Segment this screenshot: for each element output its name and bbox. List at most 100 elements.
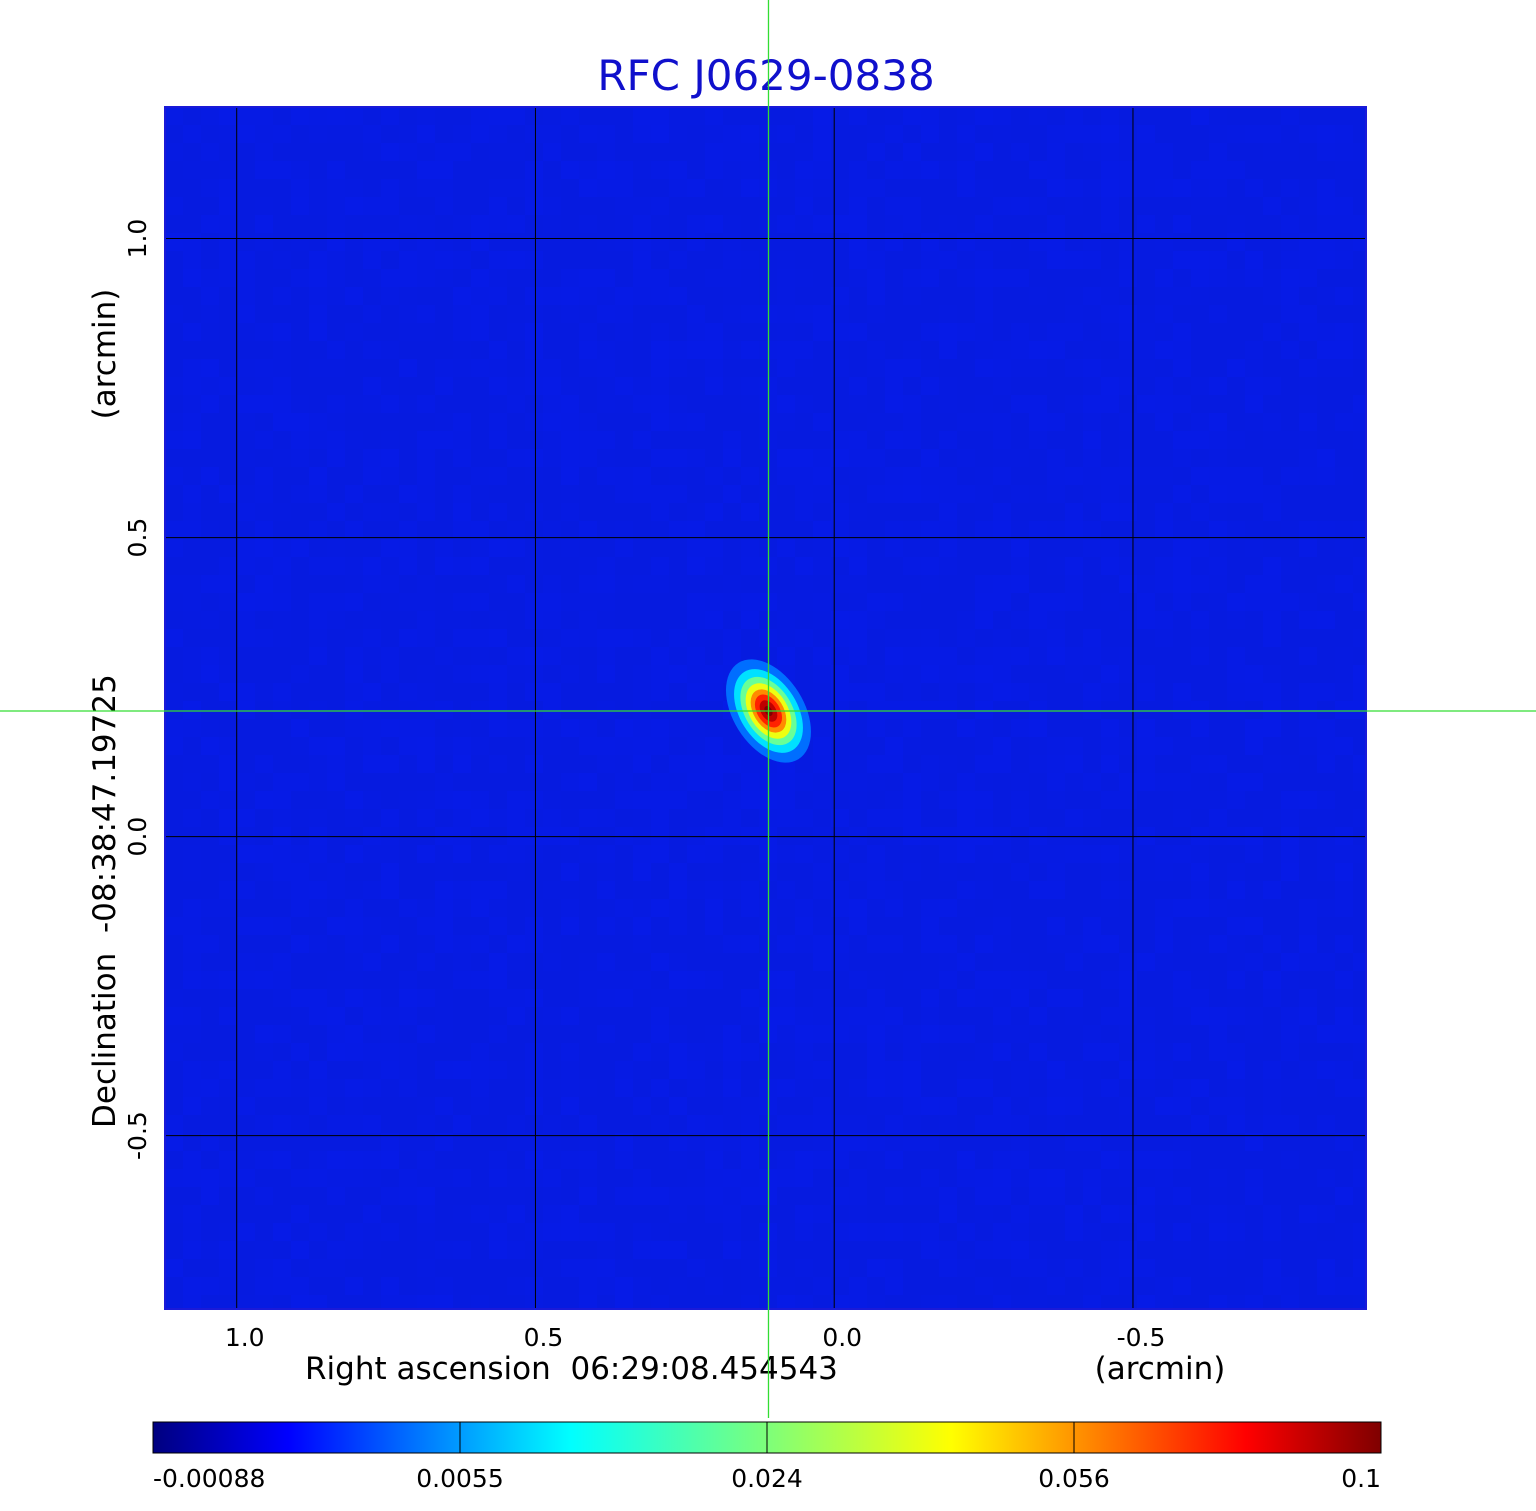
noise-pixel [1209, 1061, 1227, 1079]
noise-pixel [633, 611, 651, 629]
noise-pixel [237, 521, 255, 539]
noise-pixel [597, 1043, 615, 1061]
noise-pixel [867, 935, 885, 953]
noise-pixel [1011, 791, 1029, 809]
noise-pixel [165, 593, 183, 611]
noise-pixel [327, 161, 345, 179]
noise-pixel [1083, 737, 1101, 755]
noise-pixel [687, 305, 705, 323]
noise-pixel [1281, 899, 1299, 917]
noise-pixel [1245, 1097, 1263, 1115]
noise-pixel [1317, 881, 1335, 899]
noise-pixel [237, 305, 255, 323]
noise-pixel [345, 1043, 363, 1061]
noise-pixel [1281, 575, 1299, 593]
noise-pixel [1353, 1025, 1366, 1043]
noise-pixel [705, 953, 723, 971]
noise-pixel [1029, 611, 1047, 629]
noise-pixel [813, 953, 831, 971]
noise-pixel [831, 215, 849, 233]
noise-pixel [723, 845, 741, 863]
noise-pixel [741, 305, 759, 323]
noise-pixel [813, 1133, 831, 1151]
noise-pixel [975, 341, 993, 359]
noise-pixel [1263, 1061, 1281, 1079]
noise-pixel [1299, 1115, 1317, 1133]
noise-pixel [543, 1043, 561, 1061]
noise-pixel [561, 1151, 579, 1169]
noise-pixel [579, 125, 597, 143]
noise-pixel [1155, 683, 1173, 701]
noise-pixel [273, 521, 291, 539]
noise-pixel [1227, 161, 1245, 179]
noise-pixel [291, 287, 309, 305]
noise-pixel [615, 449, 633, 467]
noise-pixel [255, 989, 273, 1007]
noise-pixel [723, 323, 741, 341]
noise-pixel [1353, 935, 1366, 953]
noise-pixel [777, 539, 795, 557]
noise-pixel [669, 1259, 687, 1277]
noise-pixel [921, 971, 939, 989]
noise-pixel [1029, 593, 1047, 611]
noise-pixel [687, 485, 705, 503]
noise-pixel [975, 971, 993, 989]
noise-pixel [345, 1241, 363, 1259]
noise-pixel [1227, 287, 1245, 305]
noise-pixel [1281, 647, 1299, 665]
noise-pixel [489, 881, 507, 899]
noise-pixel [597, 827, 615, 845]
noise-pixel [813, 971, 831, 989]
noise-pixel [435, 467, 453, 485]
noise-pixel [1137, 1097, 1155, 1115]
noise-pixel [813, 665, 831, 683]
noise-pixel [1263, 881, 1281, 899]
noise-pixel [957, 233, 975, 251]
noise-pixel [1209, 863, 1227, 881]
noise-pixel [885, 719, 903, 737]
noise-pixel [327, 1079, 345, 1097]
noise-pixel [489, 1115, 507, 1133]
noise-pixel [381, 971, 399, 989]
noise-pixel [993, 485, 1011, 503]
noise-pixel [561, 899, 579, 917]
noise-pixel [795, 539, 813, 557]
noise-pixel [399, 539, 417, 557]
noise-pixel [597, 1187, 615, 1205]
noise-pixel [291, 233, 309, 251]
noise-pixel [237, 251, 255, 269]
noise-pixel [579, 683, 597, 701]
noise-pixel [561, 215, 579, 233]
noise-pixel [939, 179, 957, 197]
noise-pixel [201, 449, 219, 467]
noise-pixel [1119, 701, 1137, 719]
noise-pixel [219, 215, 237, 233]
noise-pixel [381, 1205, 399, 1223]
noise-pixel [849, 449, 867, 467]
noise-pixel [453, 197, 471, 215]
noise-pixel [903, 611, 921, 629]
noise-pixel [669, 881, 687, 899]
noise-pixel [777, 485, 795, 503]
noise-pixel [723, 557, 741, 575]
noise-pixel [561, 1025, 579, 1043]
noise-pixel [1353, 431, 1366, 449]
noise-pixel [939, 485, 957, 503]
noise-pixel [903, 1259, 921, 1277]
noise-pixel [1011, 881, 1029, 899]
noise-pixel [327, 863, 345, 881]
noise-pixel [1137, 107, 1155, 125]
noise-pixel [1335, 899, 1353, 917]
noise-pixel [615, 287, 633, 305]
noise-pixel [1173, 881, 1191, 899]
noise-pixel [561, 1115, 579, 1133]
noise-pixel [831, 827, 849, 845]
noise-pixel [399, 1259, 417, 1277]
noise-pixel [669, 161, 687, 179]
noise-pixel [1083, 629, 1101, 647]
noise-pixel [183, 323, 201, 341]
noise-pixel [1353, 1241, 1366, 1259]
noise-pixel [723, 269, 741, 287]
noise-pixel [597, 809, 615, 827]
noise-pixel [1047, 107, 1065, 125]
